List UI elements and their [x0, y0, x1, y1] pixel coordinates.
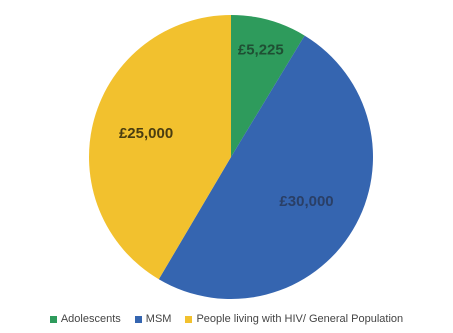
legend-label-general-population: People living with HIV/ General Populati… [196, 313, 404, 325]
legend-item-general-population: People living with HIV/ General Populati… [185, 313, 403, 325]
legend-swatch-general-population [185, 315, 193, 323]
legend: Adolescents MSM People living with HIV/ … [0, 313, 453, 325]
pie-slices [89, 15, 373, 299]
legend-item-adolescents: Adolescents [49, 313, 121, 325]
pie-slice-adolescents [231, 15, 305, 157]
legend-swatch-msm [134, 315, 142, 323]
legend-label-adolescents: Adolescents [60, 313, 121, 325]
data-label-adolescents: £5,225 [238, 41, 284, 58]
data-label-msm: £30,000 [279, 193, 333, 210]
pie-slice-msm [158, 35, 373, 299]
legend-item-msm: MSM [134, 313, 172, 325]
legend-swatch-adolescents [49, 315, 57, 323]
pie-data-labels: £5,225 £30,000 £25,000 [119, 41, 334, 210]
data-label-general-population: £25,000 [119, 125, 173, 142]
pie-slice-general-population [89, 15, 232, 280]
legend-label-msm: MSM [145, 313, 172, 325]
